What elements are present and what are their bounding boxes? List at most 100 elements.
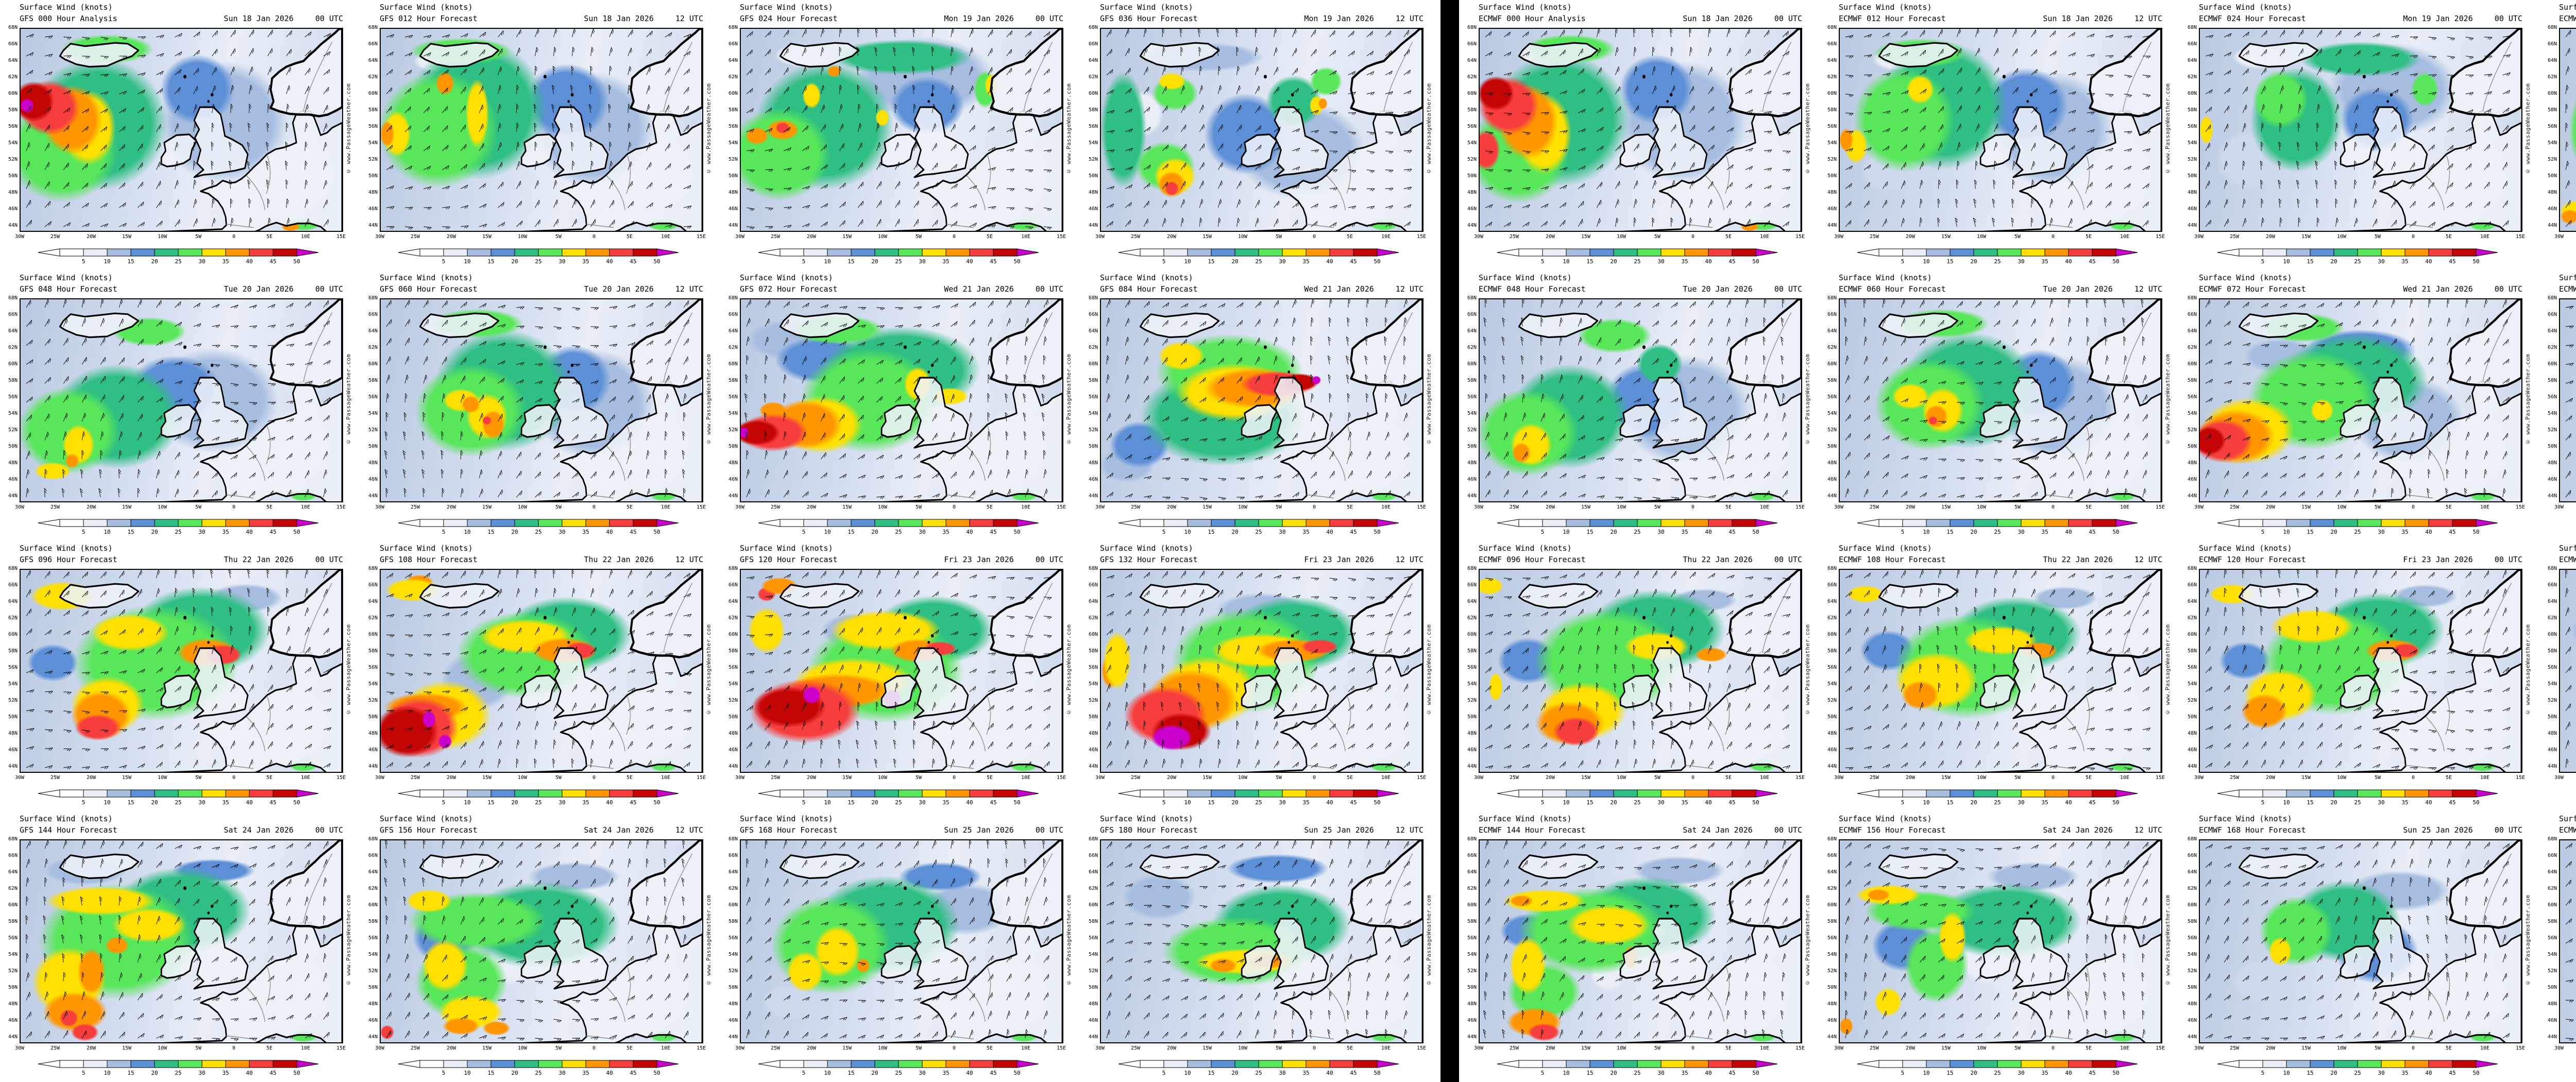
- colorbar-tick: 15: [1586, 1070, 1593, 1076]
- lon-label: 30W: [375, 1045, 385, 1051]
- lat-label: 46N: [2187, 1018, 2197, 1023]
- lat-label: 46N: [8, 206, 18, 212]
- model-run-label: ECMWF 084 Hour Forecast: [2559, 284, 2576, 294]
- colorbar-segment: [993, 1060, 1018, 1068]
- panel-subtitle: ECMWF 072 Hour Forecast Wed 21 Jan 2026 …: [2199, 284, 2522, 294]
- lat-label: 48N: [1467, 731, 1477, 736]
- valid-date: Sat 24 Jan 2026: [224, 825, 294, 835]
- panel-subtitle: ECMWF 036 Hour Forecast Mon 19 Jan 2026 …: [2559, 14, 2576, 23]
- lon-label: 20W: [86, 504, 96, 510]
- colorbar-tick: 30: [2018, 799, 2024, 806]
- colorbar-tick: 40: [2425, 799, 2432, 806]
- lat-label: 54N: [1088, 411, 1098, 416]
- colorbar-over-arrow: [2476, 789, 2498, 798]
- map-overlay: [1485, 29, 1801, 231]
- lon-label: 10W: [1238, 1045, 1248, 1051]
- lat-label: 48N: [1467, 1001, 1477, 1007]
- valid-date: Tue 20 Jan 2026: [2043, 284, 2113, 294]
- lat-label: 52N: [368, 157, 378, 162]
- lon-label: 15W: [122, 775, 132, 781]
- colorbar-segment: [898, 248, 923, 257]
- colorbar-segment: [130, 519, 155, 527]
- lon-label: 0: [2051, 234, 2055, 240]
- colorbar-segment: [154, 248, 179, 257]
- lon-label: 30W: [1095, 1045, 1105, 1051]
- panel-title: Surface Wind (knots): [1100, 3, 1193, 12]
- lon-label: 10E: [300, 504, 311, 510]
- lon-label: 0: [592, 775, 596, 781]
- colorbar-under-arrow: [398, 248, 420, 257]
- colorbar-segment: [83, 1060, 108, 1068]
- panel-title: Surface Wind (knots): [380, 273, 473, 282]
- colorbar-segment: [467, 519, 492, 527]
- colorbar-segment: [1637, 519, 1662, 527]
- lat-label: 52N: [368, 427, 378, 433]
- lon-label: 10E: [2120, 504, 2130, 510]
- colorbar-segment: [1353, 1060, 1378, 1068]
- colorbar-segment: [514, 1060, 539, 1068]
- map-overlay: [1845, 570, 2161, 772]
- colorbar-tick: 45: [630, 799, 636, 806]
- lon-label: 30W: [1834, 1045, 1844, 1051]
- colorbar-segment: [945, 789, 970, 798]
- lon-label: 25W: [1869, 234, 1879, 240]
- panel-subtitle: GFS 024 Hour Forecast Mon 19 Jan 2026 00…: [740, 14, 1063, 23]
- lat-label: 58N: [728, 919, 738, 924]
- lat-label: 54N: [2547, 140, 2557, 146]
- lon-label: 10E: [300, 1045, 311, 1051]
- lon-label: 15W: [1581, 234, 1591, 240]
- colorbar-under-arrow: [1497, 248, 1519, 257]
- map-overlay: [2565, 30, 2572, 227]
- lat-label: 64N: [1827, 869, 1837, 875]
- lat-label: 52N: [8, 427, 18, 433]
- colorbar-tick: 25: [1255, 799, 1262, 806]
- lon-label: 5E: [1725, 234, 1732, 240]
- lat-label: 56N: [1467, 124, 1477, 129]
- colorbar-segment: [1566, 1060, 1590, 1068]
- colorbar-segment: [2044, 1060, 2069, 1068]
- wind-map: [2199, 569, 2522, 773]
- colorbar-under-arrow: [1118, 248, 1141, 257]
- lat-label: 62N: [368, 74, 378, 80]
- wind-barbs: [1485, 29, 1791, 227]
- lat-label: 64N: [368, 328, 378, 334]
- colorbar-segment: [443, 1060, 468, 1068]
- lon-label: 20W: [446, 504, 456, 510]
- wind-map: [1479, 298, 1802, 502]
- lon-label: 20W: [446, 1045, 456, 1051]
- lat-label: 68N: [2187, 25, 2197, 30]
- lon-label: 10E: [1759, 775, 1770, 781]
- valid-time-utc: 12 UTC: [1395, 825, 1423, 835]
- colorbar-tick: 35: [1302, 258, 1309, 265]
- map-overlay: [2205, 570, 2521, 772]
- colorbar-tick: 20: [1970, 529, 1977, 535]
- forecast-panel: Surface Wind (knots) ECMWF 168 Hour Fore…: [2179, 812, 2539, 1082]
- lon-label: 30W: [735, 504, 745, 510]
- lat-label: 48N: [1467, 190, 1477, 195]
- lon-label: 5W: [1654, 234, 1661, 240]
- colorbar-tick: 30: [1657, 529, 1664, 535]
- colorbar-over-arrow: [1377, 519, 1399, 527]
- colorbar-over-arrow: [1755, 248, 1778, 257]
- colorbar-tick: 30: [1279, 529, 1285, 535]
- valid-date: Wed 21 Jan 2026: [2403, 284, 2473, 294]
- lat-label: 46N: [728, 1018, 738, 1023]
- colorbar-under-arrow: [38, 789, 60, 798]
- colorbar-tick: 50: [1752, 258, 1759, 265]
- lon-label: 5W: [195, 504, 202, 510]
- valid-date: Sat 24 Jan 2026: [584, 825, 654, 835]
- colorbar-tick: 5: [1162, 1070, 1166, 1076]
- lon-label: 10W: [1238, 775, 1248, 781]
- lat-label: 50N: [728, 714, 738, 720]
- valid-time-utc: 12 UTC: [675, 825, 703, 835]
- lon-label: 25W: [2229, 775, 2240, 781]
- lat-label: 54N: [8, 952, 18, 957]
- lat-label: 58N: [2547, 648, 2557, 654]
- lon-label: 25W: [50, 775, 60, 781]
- colorbar-segment: [2239, 1060, 2263, 1068]
- colorbar-tick: 30: [558, 799, 565, 806]
- lat-label: 46N: [2187, 206, 2197, 212]
- lat-label: 58N: [8, 107, 18, 113]
